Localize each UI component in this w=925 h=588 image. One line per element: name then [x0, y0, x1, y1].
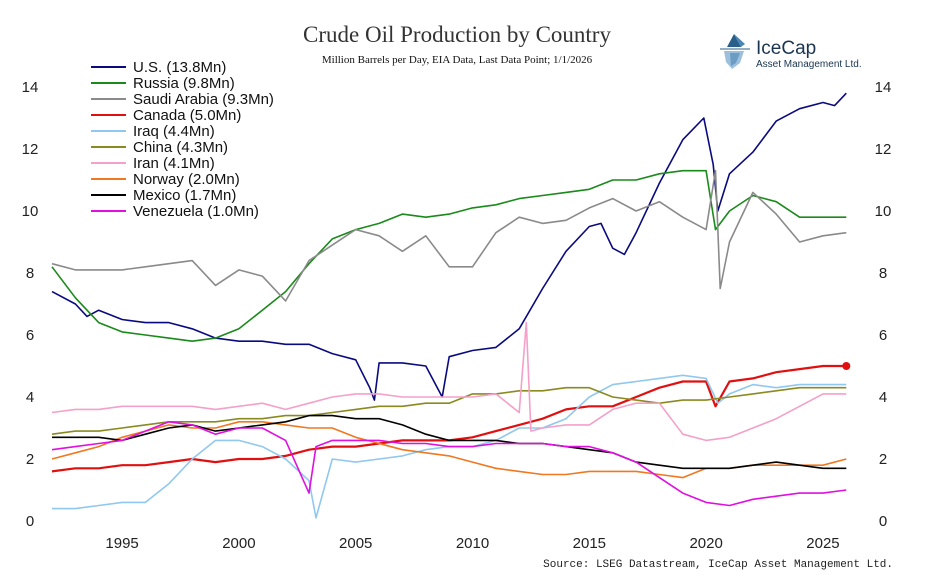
logo-name: IceCap: [756, 38, 816, 59]
legend-label: Iran (4.1Mn): [133, 155, 215, 172]
series-line: [51, 421, 847, 479]
x-tick: 2015: [573, 535, 606, 552]
plot-area: [51, 92, 851, 519]
logo-tagline: Asset Management Ltd.: [756, 59, 862, 70]
y-tick-left: 0: [26, 513, 34, 530]
legend-label: Venezuela (1.0Mn): [133, 203, 259, 220]
legend-label: Russia (9.8Mn): [133, 75, 235, 92]
x-tick: 2025: [806, 535, 839, 552]
x-tick: 2010: [456, 535, 489, 552]
y-tick-left: 6: [26, 327, 34, 344]
legend-label: Saudi Arabia (9.3Mn): [133, 91, 274, 108]
y-tick-left: 14: [22, 79, 39, 96]
x-tick: 2005: [339, 535, 372, 552]
iceberg-icon: [720, 34, 750, 69]
legend-label: Norway (2.0Mn): [133, 171, 240, 188]
x-axis: 1995 2000 2005 2010 2015 2020 2025: [105, 535, 839, 552]
y-tick-right: 4: [879, 389, 887, 406]
chart-title: Crude Oil Production by Country: [303, 22, 611, 47]
y-tick-right: 10: [875, 203, 892, 220]
legend-label: U.S. (13.8Mn): [133, 59, 226, 76]
series-line: [52, 414, 847, 470]
series-line: [51, 321, 847, 442]
y-tick-right: 2: [879, 451, 887, 468]
series-line: [51, 421, 847, 507]
icecap-logo: IceCap Asset Management Ltd.: [720, 34, 862, 70]
y-tick-right: 0: [879, 513, 887, 530]
y-tick-left: 4: [26, 389, 34, 406]
legend-label: Iraq (4.4Mn): [133, 123, 215, 140]
y-axis-left: 0 2 4 6 8 10 12 14: [22, 79, 39, 530]
y-tick-left: 2: [26, 451, 34, 468]
legend: U.S. (13.8Mn)Russia (9.8Mn)Saudi Arabia …: [91, 59, 274, 220]
x-tick: 2020: [689, 535, 722, 552]
series-line: [51, 386, 847, 435]
y-axis-right: 0 2 4 6 8 10 12 14: [875, 79, 892, 530]
y-tick-right: 8: [879, 265, 887, 282]
x-tick: 1995: [105, 535, 138, 552]
legend-label: Canada (5.0Mn): [133, 107, 241, 124]
series-line: [51, 169, 847, 302]
y-tick-right: 6: [879, 327, 887, 344]
y-tick-right: 12: [875, 141, 892, 158]
legend-label: China (4.3Mn): [133, 139, 228, 156]
chart-subtitle: Million Barrels per Day, EIA Data, Last …: [322, 54, 593, 66]
legend-label: Mexico (1.7Mn): [133, 187, 236, 204]
last-point-marker: [842, 362, 851, 370]
y-tick-right: 14: [875, 79, 892, 96]
y-tick-left: 8: [26, 265, 34, 282]
source-note: Source: LSEG Datastream, IceCap Asset Ma…: [543, 559, 893, 571]
x-tick: 2000: [222, 535, 255, 552]
y-tick-left: 10: [22, 203, 39, 220]
y-tick-left: 12: [22, 141, 39, 158]
